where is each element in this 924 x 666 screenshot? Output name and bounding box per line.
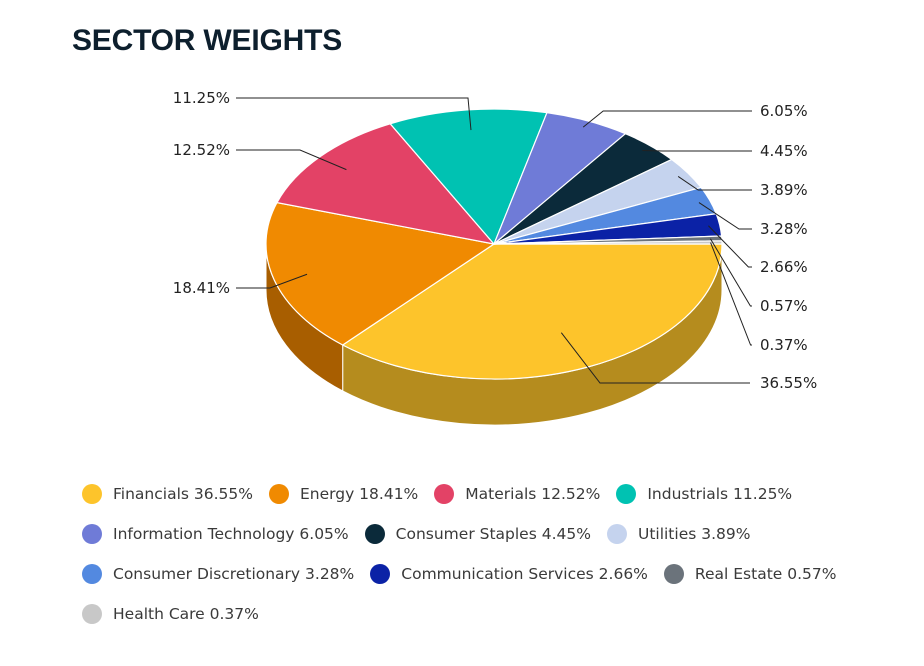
- pie-slice-energy[interactable]: [265, 201, 496, 346]
- legend-swatch: [82, 604, 102, 624]
- data-labels: 36.55% 18.41% 12.52% 11.25% 6.05% 4.45% 3.89% 3…: [173, 89, 817, 392]
- legend-item-information-technology[interactable]: Information Technology 6.05%: [82, 524, 349, 544]
- legend-item-consumer-discretionary[interactable]: Consumer Discretionary 3.28%: [82, 564, 354, 584]
- data-label-energy: 18.41%: [173, 279, 230, 297]
- leader-line-information-technology: [582, 110, 752, 128]
- leader-line-communication-services: [708, 225, 752, 268]
- legend-item-consumer-staples[interactable]: Consumer Staples 4.45%: [364, 524, 591, 544]
- pie-slices: [265, 108, 723, 380]
- data-label-information-technology: 6.05%: [760, 102, 808, 120]
- legend-row: Health Care 0.37%: [82, 594, 912, 634]
- legend-swatch: [268, 484, 289, 504]
- legend-item-financials[interactable]: Financials 36.55%: [82, 484, 253, 504]
- legend-label: Consumer Discretionary 3.28%: [113, 565, 355, 583]
- data-label-industrials: 11.25%: [173, 89, 230, 107]
- legend: Financials 36.55% Energy 18.41% Materials …: [82, 474, 912, 634]
- legend-label: Industrials 11.25%: [647, 485, 793, 503]
- leader-line-energy: [236, 273, 308, 289]
- legend-swatch: [370, 564, 391, 584]
- legend-swatch: [82, 524, 102, 544]
- legend-item-health-care[interactable]: Health Care 0.37%: [82, 604, 259, 624]
- legend-row: Information Technology 6.05% Consumer Sta…: [82, 514, 912, 554]
- data-label-consumer-discretionary: 3.28%: [760, 220, 808, 238]
- chart-title: SECTOR WEIGHTS: [72, 24, 342, 57]
- legend-swatch: [364, 524, 385, 544]
- legend-row: Financials 36.55% Energy 18.41% Materials …: [82, 474, 912, 514]
- legend-label: Energy 18.41%: [299, 485, 419, 503]
- leader-line-financials: [560, 332, 750, 384]
- leader-line-industrials: [236, 97, 472, 131]
- legend-item-industrials[interactable]: Industrials 11.25%: [616, 484, 792, 504]
- data-label-health-care: 0.37%: [760, 336, 808, 354]
- legend-label: Communication Services 2.66%: [401, 565, 648, 583]
- legend-swatch: [616, 484, 637, 504]
- legend-item-materials[interactable]: Materials 12.52%: [434, 484, 600, 504]
- legend-label: Health Care 0.37%: [113, 605, 259, 623]
- data-label-real-estate: 0.57%: [760, 297, 808, 315]
- data-label-consumer-staples: 4.45%: [760, 142, 808, 160]
- pie-slice-industrials[interactable]: [389, 108, 548, 246]
- pie-slice-materials[interactable]: [276, 123, 496, 245]
- legend-label: Materials 12.52%: [465, 485, 601, 503]
- leader-line-health-care: [710, 242, 752, 346]
- legend-label: Consumer Staples 4.45%: [395, 525, 591, 543]
- data-label-financials: 36.55%: [760, 374, 817, 392]
- legend-label: Utilities 3.89%: [637, 525, 751, 543]
- legend-label: Real Estate 0.57%: [694, 565, 837, 583]
- legend-item-energy[interactable]: Energy 18.41%: [268, 484, 419, 504]
- leader-line-materials: [236, 149, 347, 171]
- pie-slice-health-care[interactable]: [493, 240, 723, 245]
- legend-label: Financials 36.55%: [113, 485, 253, 503]
- legend-item-real-estate[interactable]: Real Estate 0.57%: [663, 564, 837, 584]
- leader-line-real-estate: [709, 238, 752, 307]
- legend-swatch: [82, 484, 102, 504]
- leader-lines: [236, 97, 752, 384]
- legend-swatch: [434, 484, 455, 504]
- legend-swatch: [606, 524, 627, 544]
- legend-label: Information Technology 6.05%: [113, 525, 349, 543]
- data-label-utilities: 3.89%: [760, 181, 808, 199]
- legend-swatch: [663, 564, 684, 584]
- legend-item-communication-services[interactable]: Communication Services 2.66%: [370, 564, 648, 584]
- legend-row: Consumer Discretionary 3.28% Communicatio…: [82, 554, 912, 594]
- leader-line-consumer-discretionary: [698, 202, 752, 230]
- leader-line-utilities: [677, 176, 752, 191]
- pie-chart: 36.55% 18.41% 12.52% 11.25% 6.05% 4.45% 3.89% 3…: [173, 89, 817, 426]
- legend-swatch: [82, 564, 102, 584]
- data-label-materials: 12.52%: [173, 141, 230, 159]
- data-label-communication-services: 2.66%: [760, 258, 808, 276]
- legend-item-utilities[interactable]: Utilities 3.89%: [606, 524, 751, 544]
